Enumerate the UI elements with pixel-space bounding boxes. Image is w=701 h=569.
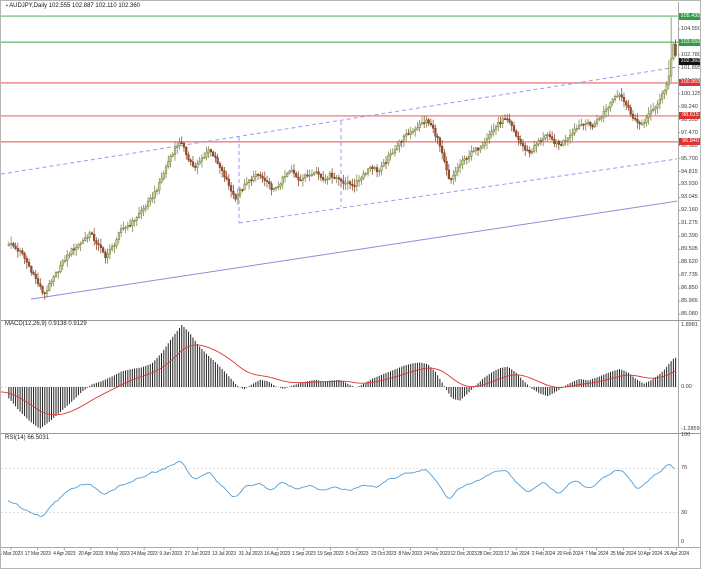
date-axis-label: 28 Dec 2023 [477,551,504,557]
price-tag-red: 100.865 [679,79,701,87]
price-axis-label: 89.505 [681,246,698,253]
trendline-dashed-1 [238,158,678,224]
date-axis-label: 23 Oct 2023 [371,551,397,557]
trendline-solid-4 [30,200,678,300]
symbol-marker-icon: ▪ [6,3,8,9]
price-axis-label: 92.160 [681,207,698,214]
date-axis-label: 16 Aug 2023 [264,551,291,557]
date-axis-label: 20 Apr 2023 [78,551,104,557]
date-axis-label: 7 Mar 2024 [584,551,609,557]
date-axis-label: 24 May 2023 [130,551,158,557]
price-axis-label: 85.965 [681,298,698,305]
date-axis-label: 13 Jul 2023 [212,551,236,557]
date-axis-label: 8 Nov 2023 [398,551,423,557]
price-axis-label: 102.780 [681,51,701,58]
symbol-ohlc-label: ▪ AUDJPY,Daily 102.555 102.887 102.110 1… [6,3,140,9]
date-axis-label: 26 Apr 2024 [664,551,689,557]
price-axis-label: 95.700 [681,155,698,162]
price-axis-label: 101.895 [681,64,701,71]
macd-signal-line [1,344,677,416]
date-axis-label: 19 Sep 2023 [317,551,344,557]
date-ticks-group [10,547,677,551]
price-axis-label: 87.735 [681,272,698,279]
date-axis-label: 10 Apr 2024 [637,551,663,557]
price-tag-green: 103.650 [679,38,701,46]
date-axis-label: 24 Nov 2023 [423,551,450,557]
date-axis-label: 1 Mar 2023 [0,551,23,557]
date-axis-label: 2 Feb 2024 [531,551,556,557]
price-axis-label: 100.125 [681,90,701,97]
price-axis-label: 93.930 [681,181,698,188]
date-axis-label: 12 Dec 2023 [450,551,477,557]
rsi-axis-label: 30 [681,509,688,516]
date-axis-label: 31 Jul 2023 [238,551,263,557]
price-tag-red: 96.840 [679,138,700,146]
ohlc-values: 102.555 102.887 102.110 102.360 [48,3,141,9]
price-axis-label: 91.275 [681,220,698,227]
price-axis-label: 98.355 [681,116,698,123]
price-axis-label: 96.585 [681,142,698,149]
date-axis-label: 27 Jun 2023 [184,551,211,557]
date-axis-label: 5 Oct 2023 [345,551,369,557]
price-axis-label: 99.240 [681,103,698,110]
price-tag-green: 105.430 [679,12,701,20]
macd-panel-label: MACD(12,26,9) 0.9138 0.9129 [5,321,87,327]
date-axis-label: 8 May 2023 [105,551,130,557]
price-tag-black: 102.360 [679,57,701,65]
price-axis-label: 88.620 [681,259,698,266]
rsi-axis-label: 0 [681,539,685,545]
date-axis-label: 4 Apr 2023 [53,551,76,557]
macd-axis-label: -1.2859 [681,426,700,433]
price-axis-label: 97.470 [681,129,698,136]
date-axis-label: 9 Jun 2023 [159,551,183,557]
date-axis-label: 20 Feb 2024 [557,551,583,557]
trendline-dashed-0 [1,66,678,175]
price-axis-label: 86.850 [681,285,698,292]
macd-axis-label: 1.8981 [681,321,698,328]
price-axis-label: 104.550 [681,26,701,32]
date-axis-label: 25 Mar 2024 [610,551,637,557]
price-axis-label: 94.815 [681,168,698,175]
rsi-line [7,461,676,517]
rsi-axis-label: 70 [681,465,688,472]
date-axis-label: 17 Jan 2024 [504,551,530,557]
price-tag-red: 98.615 [679,112,700,120]
rsi-axis-label: 100 [681,432,691,438]
date-axis-label: 1 Sep 2023 [292,551,316,557]
price-axis-label: 93.045 [681,194,698,201]
rsi-panel-label: RSI(14) 66.5031 [5,435,50,441]
date-axis-label: 17 Mar 2023 [24,551,51,557]
macd-axis-label: 0.00 [681,384,692,390]
symbol-name: AUDJPY,Daily [9,3,48,9]
price-axis-label: 85.080 [681,311,698,317]
candles-group [7,17,677,300]
price-axis-label: 90.390 [681,233,698,240]
